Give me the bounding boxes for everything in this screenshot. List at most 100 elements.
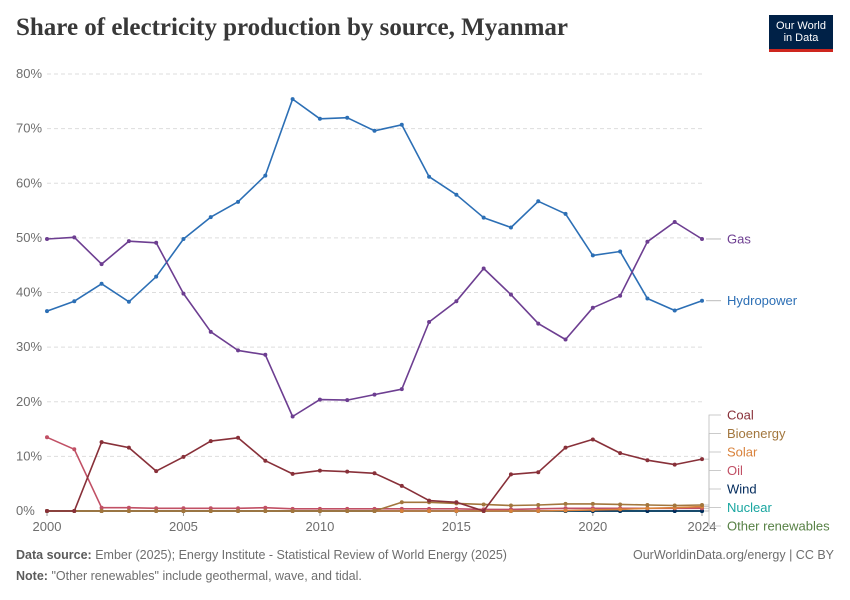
- data-point-hydropower[interactable]: [181, 236, 186, 241]
- data-point-gas[interactable]: [454, 299, 459, 304]
- data-point-bioenergy[interactable]: [618, 502, 623, 507]
- data-point-bioenergy[interactable]: [181, 509, 186, 513]
- data-point-coal[interactable]: [181, 454, 186, 459]
- data-point-bioenergy[interactable]: [508, 503, 513, 508]
- data-point-coal[interactable]: [399, 483, 404, 488]
- data-point-hydropower[interactable]: [563, 211, 568, 216]
- series-label-nuclear[interactable]: Nuclear: [727, 500, 772, 515]
- data-point-bioenergy[interactable]: [99, 509, 104, 513]
- data-point-coal[interactable]: [563, 445, 568, 450]
- data-point-solar[interactable]: [399, 509, 404, 513]
- data-point-bioenergy[interactable]: [536, 502, 541, 507]
- source-text[interactable]: Ember (2025); Energy Institute - Statist…: [95, 548, 507, 562]
- data-point-coal[interactable]: [618, 451, 623, 456]
- data-point-bioenergy[interactable]: [317, 509, 322, 513]
- data-point-hydropower[interactable]: [317, 116, 322, 121]
- data-point-solar[interactable]: [454, 509, 459, 513]
- data-point-bioenergy[interactable]: [126, 509, 131, 513]
- data-point-bioenergy[interactable]: [236, 509, 241, 513]
- data-point-hydropower[interactable]: [45, 309, 49, 314]
- series-label-hydropower[interactable]: Hydropower: [727, 293, 798, 308]
- data-point-gas[interactable]: [481, 266, 486, 271]
- data-point-oil[interactable]: [99, 505, 104, 510]
- data-point-coal[interactable]: [126, 445, 131, 450]
- data-point-bioenergy[interactable]: [399, 500, 404, 505]
- data-point-bioenergy[interactable]: [372, 509, 377, 513]
- data-point-hydropower[interactable]: [99, 281, 104, 286]
- series-line-gas[interactable]: [46, 221, 703, 418]
- data-point-coal[interactable]: [263, 458, 268, 463]
- series-label-oil[interactable]: Oil: [727, 463, 743, 478]
- data-point-gas[interactable]: [263, 352, 268, 357]
- data-point-coal[interactable]: [645, 458, 650, 463]
- data-point-solar[interactable]: [563, 508, 568, 513]
- data-point-coal[interactable]: [317, 468, 322, 473]
- data-point-coal[interactable]: [208, 439, 213, 444]
- data-point-hydropower[interactable]: [590, 253, 595, 258]
- data-point-gas[interactable]: [508, 292, 513, 297]
- data-point-solar[interactable]: [536, 509, 541, 513]
- data-point-oil[interactable]: [263, 505, 268, 510]
- data-point-bioenergy[interactable]: [645, 502, 650, 507]
- data-point-gas[interactable]: [99, 262, 104, 267]
- series-label-coal[interactable]: Coal: [727, 408, 754, 423]
- series-label-gas[interactable]: Gas: [727, 231, 751, 246]
- series-label-wind[interactable]: Wind: [727, 482, 757, 497]
- data-point-hydropower[interactable]: [536, 199, 541, 204]
- data-point-gas[interactable]: [45, 236, 49, 241]
- data-point-bioenergy[interactable]: [154, 509, 159, 513]
- data-point-bioenergy[interactable]: [481, 502, 486, 507]
- data-point-solar[interactable]: [427, 509, 432, 513]
- data-point-gas[interactable]: [618, 293, 623, 298]
- data-point-hydropower[interactable]: [700, 298, 704, 303]
- data-point-gas[interactable]: [154, 240, 159, 245]
- data-point-coal[interactable]: [154, 469, 159, 474]
- data-point-gas[interactable]: [672, 220, 677, 225]
- line-chart[interactable]: 0%10%20%30%40%50%60%70%80% 2000 2005 2010 2…: [0, 0, 850, 540]
- data-point-hydropower[interactable]: [72, 299, 77, 304]
- data-point-coal[interactable]: [700, 457, 704, 462]
- data-point-bioenergy[interactable]: [208, 509, 213, 513]
- data-point-gas[interactable]: [317, 397, 322, 402]
- data-point-hydropower[interactable]: [290, 97, 295, 102]
- data-point-gas[interactable]: [427, 319, 432, 324]
- data-point-bioenergy[interactable]: [345, 509, 350, 513]
- data-point-gas[interactable]: [700, 236, 704, 241]
- data-point-gas[interactable]: [345, 398, 350, 403]
- data-point-coal[interactable]: [372, 471, 377, 476]
- data-point-hydropower[interactable]: [263, 173, 268, 178]
- data-point-gas[interactable]: [372, 392, 377, 397]
- data-point-gas[interactable]: [181, 291, 186, 296]
- data-point-gas[interactable]: [290, 414, 295, 419]
- data-point-hydropower[interactable]: [154, 274, 159, 279]
- data-point-gas[interactable]: [208, 329, 213, 334]
- data-point-gas[interactable]: [536, 321, 541, 326]
- data-point-bioenergy[interactable]: [700, 502, 704, 507]
- data-point-coal[interactable]: [72, 509, 77, 513]
- series-label-solar[interactable]: Solar: [727, 445, 758, 460]
- data-point-coal[interactable]: [236, 435, 241, 440]
- data-point-coal[interactable]: [290, 471, 295, 476]
- data-point-oil[interactable]: [126, 505, 131, 510]
- data-point-hydropower[interactable]: [126, 299, 131, 304]
- data-point-hydropower[interactable]: [372, 128, 377, 133]
- data-point-hydropower[interactable]: [454, 192, 459, 197]
- data-point-gas[interactable]: [72, 235, 77, 240]
- data-point-gas[interactable]: [126, 239, 131, 244]
- data-point-coal[interactable]: [536, 470, 541, 475]
- data-point-bioenergy[interactable]: [672, 503, 677, 508]
- data-point-hydropower[interactable]: [508, 225, 513, 230]
- data-point-bioenergy[interactable]: [590, 501, 595, 506]
- data-point-hydropower[interactable]: [618, 249, 623, 254]
- data-point-hydropower[interactable]: [236, 199, 241, 204]
- data-point-solar[interactable]: [508, 509, 513, 513]
- series-label-other-renewables[interactable]: Other renewables: [727, 519, 830, 534]
- data-point-gas[interactable]: [645, 239, 650, 244]
- data-point-gas[interactable]: [236, 348, 241, 353]
- data-point-hydropower[interactable]: [672, 308, 677, 313]
- series-label-bioenergy[interactable]: Bioenergy: [727, 426, 786, 441]
- credit-link[interactable]: OurWorldinData.org/energy | CC BY: [632, 548, 834, 562]
- data-point-coal[interactable]: [454, 500, 459, 505]
- data-point-hydropower[interactable]: [399, 122, 404, 127]
- data-point-hydropower[interactable]: [481, 215, 486, 220]
